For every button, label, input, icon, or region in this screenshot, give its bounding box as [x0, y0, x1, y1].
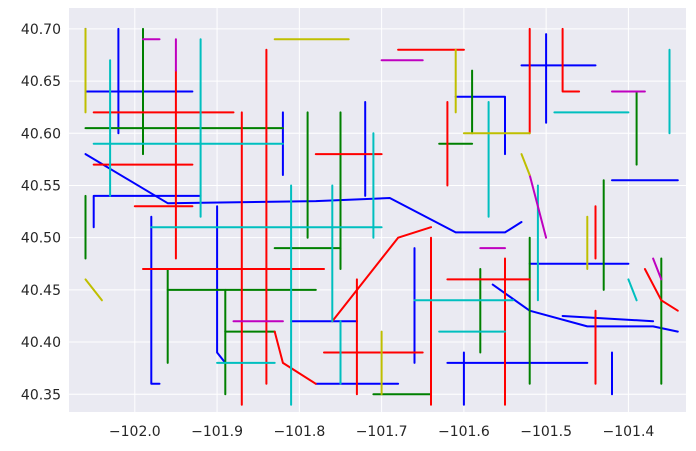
x-axis-tick-labels: −102.0 −101.9 −101.8 −101.7 −101.6 −101.5 −101… — [109, 424, 655, 440]
x-tick-label: −101.9 — [191, 424, 243, 440]
x-tick-label: −101.8 — [273, 424, 325, 440]
y-tick-label: 40.55 — [21, 178, 61, 194]
plot-area — [69, 8, 686, 412]
x-tick-label: −101.6 — [438, 424, 490, 440]
grid-lines — [69, 8, 686, 412]
y-tick-label: 40.35 — [21, 387, 61, 403]
road-segment — [273, 330, 317, 385]
road-segment — [561, 315, 655, 323]
x-tick-label: −101.5 — [520, 424, 572, 440]
road-segment — [652, 257, 663, 281]
y-tick-label: 40.70 — [21, 22, 61, 38]
y-tick-label: 40.40 — [21, 335, 61, 351]
road-segment — [627, 278, 638, 302]
y-tick-label: 40.60 — [21, 126, 61, 142]
road-segment — [84, 153, 523, 234]
road-segment — [92, 194, 202, 229]
road-segment — [150, 215, 161, 385]
road-segment — [520, 153, 531, 176]
road-segment — [216, 205, 227, 364]
road-segment — [84, 278, 103, 302]
road-segment — [561, 27, 581, 93]
x-tick-label: −101.7 — [356, 424, 408, 440]
road-segment — [528, 174, 548, 239]
y-axis-tick-labels: 40.35 40.40 40.45 40.50 40.55 40.60 40.65 40.70 — [21, 22, 61, 403]
y-tick-label: 40.45 — [21, 283, 61, 299]
road-segment — [331, 226, 432, 323]
y-tick-label: 40.65 — [21, 74, 61, 90]
road-network — [84, 27, 679, 406]
x-tick-label: −102.0 — [109, 424, 161, 440]
y-tick-label: 40.50 — [21, 231, 61, 247]
x-tick-label: −101.4 — [603, 424, 655, 440]
road-segment — [643, 268, 679, 312]
